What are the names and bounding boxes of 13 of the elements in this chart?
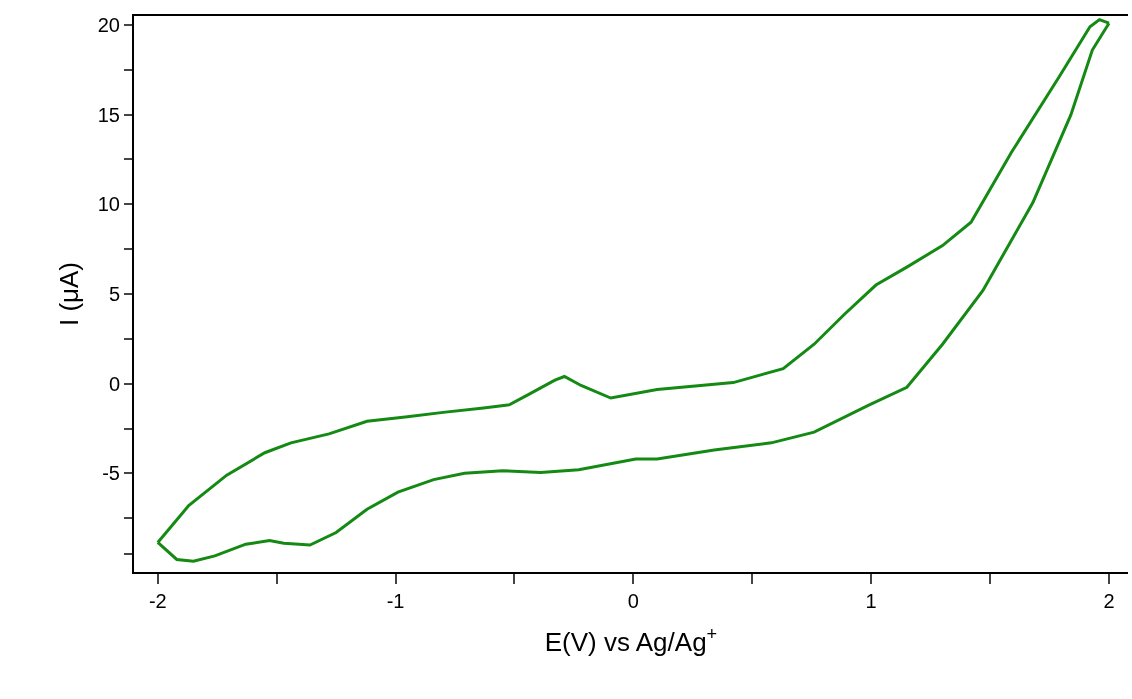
x-tick-label: 1 bbox=[865, 590, 877, 612]
x-tick-label: -1 bbox=[386, 590, 405, 612]
x-tick-label: 0 bbox=[627, 590, 639, 612]
y-tick-label: 5 bbox=[108, 283, 120, 305]
y-tick-label: 20 bbox=[97, 13, 120, 36]
x-axis-title: E(V) vs Ag/Ag$^{+}$ bbox=[544, 624, 718, 658]
y-tick-label: 15 bbox=[97, 103, 120, 126]
y-axis-title: I (μA) bbox=[53, 261, 84, 327]
y-tick-label: 0 bbox=[108, 372, 120, 395]
x-tick-label: 2 bbox=[1103, 590, 1115, 612]
y-tick-label: 10 bbox=[97, 193, 120, 216]
y-tick-label: -5 bbox=[102, 462, 120, 485]
x-tick-label: -2 bbox=[148, 590, 167, 612]
